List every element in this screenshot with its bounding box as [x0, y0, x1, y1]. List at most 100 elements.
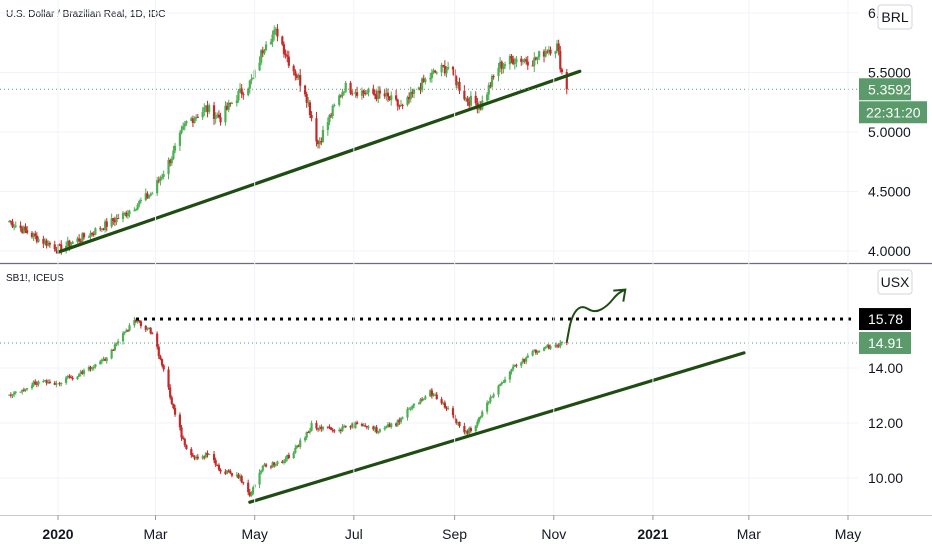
candle [42, 379, 45, 383]
candle [162, 363, 165, 372]
candle-body [217, 464, 221, 470]
candle-body [464, 430, 468, 433]
candle [76, 376, 79, 380]
candle-body [555, 345, 559, 347]
usx-currency-button[interactable]: USX [877, 269, 913, 295]
candle [344, 81, 347, 93]
candle [157, 176, 160, 184]
candle [320, 424, 323, 432]
candle [217, 463, 221, 472]
candle [533, 52, 536, 72]
candle [546, 49, 549, 54]
candle [26, 226, 29, 235]
candle [349, 80, 352, 95]
candle [321, 426, 325, 432]
candle-body [47, 381, 50, 384]
candle [456, 81, 459, 89]
candle-body [229, 470, 232, 474]
candle [65, 375, 68, 385]
candle [360, 422, 364, 427]
candle [147, 327, 151, 330]
candle-body [230, 473, 234, 476]
candle-body [201, 456, 204, 459]
trendline[interactable] [248, 351, 746, 504]
candle-body [206, 105, 209, 112]
candle [447, 61, 450, 71]
candle [32, 232, 35, 242]
candle [9, 392, 12, 398]
candle-body [53, 382, 56, 385]
candle-body [424, 79, 427, 82]
candle [432, 392, 435, 397]
candle-body [409, 91, 412, 100]
candle [284, 456, 287, 464]
candle [331, 104, 334, 119]
candle [58, 243, 61, 247]
candle [212, 450, 216, 463]
candle [531, 349, 534, 357]
candle-body [378, 90, 381, 94]
candle [396, 419, 399, 427]
candle [315, 420, 318, 431]
candle-body [195, 456, 198, 459]
candle [60, 382, 63, 387]
candle [378, 86, 381, 99]
x-tick-label: Mar [737, 526, 761, 542]
candle [303, 84, 307, 97]
candle-body [287, 56, 290, 66]
candle-body [146, 193, 149, 199]
time-axis[interactable]: 2020 Mar May Jul Sep Nov 2021 Mar May [42, 0, 861, 542]
candle-body [554, 51, 557, 54]
candle-body [242, 482, 245, 484]
candle [185, 444, 188, 450]
candle-body [383, 93, 386, 97]
candle [408, 407, 411, 410]
candle [499, 57, 502, 73]
candle [203, 103, 206, 117]
candle [13, 390, 16, 398]
candle-body [65, 377, 68, 383]
candle [22, 387, 25, 392]
candle [235, 95, 238, 107]
candle-body [219, 117, 222, 123]
candle-body [342, 425, 346, 427]
candle-body [464, 98, 468, 100]
candle [318, 425, 321, 431]
candle [503, 61, 507, 70]
candle [172, 403, 175, 410]
candle [53, 381, 56, 386]
candle [399, 417, 403, 425]
candle [121, 331, 125, 345]
candle [91, 232, 94, 237]
candle-body [531, 351, 534, 356]
candle [315, 111, 318, 147]
candle-body [318, 426, 321, 430]
candle [434, 69, 437, 74]
brl-currency-button[interactable]: BRL [877, 4, 913, 30]
candle-body [136, 204, 139, 210]
trendline[interactable] [56, 69, 582, 254]
candle-body [451, 408, 455, 416]
candle [429, 389, 432, 398]
candle-body [316, 428, 320, 430]
candle [412, 88, 416, 99]
candle-body [555, 43, 559, 52]
candle [169, 384, 172, 400]
candle-body [362, 425, 365, 427]
candle-body [320, 141, 323, 143]
candle-body [349, 82, 352, 94]
top-pane-title: U.S. Dollar / Brazilian Real, 1D, IDC [6, 9, 166, 20]
usdbrl-pane[interactable]: 6. 5.5000 5.0000 4.5000 4.0000 5.3592 22:31:20 [0, 5, 927, 259]
candle [469, 91, 472, 108]
x-tick-label: Mar [143, 526, 167, 542]
candle-body [134, 209, 138, 211]
candle-body [250, 493, 253, 496]
candle [183, 121, 186, 131]
candle-body [447, 66, 450, 69]
candle-body [547, 49, 551, 53]
projection-curve[interactable] [565, 288, 626, 343]
candle [237, 89, 240, 103]
candle-body [515, 364, 518, 366]
sugar-pane[interactable]: 14.00 12.00 10.00 15.78 14.91 [0, 288, 911, 504]
candle-body [180, 427, 183, 438]
